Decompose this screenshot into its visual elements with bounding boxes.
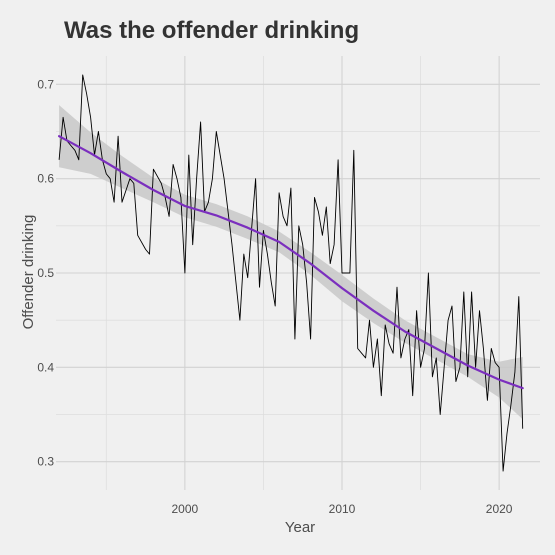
chart-title: Was the offender drinking bbox=[64, 17, 359, 44]
confidence-band-layer bbox=[59, 105, 523, 420]
grid bbox=[56, 56, 540, 490]
x-tick-labels: 2000 2010 2020 bbox=[172, 502, 513, 516]
y-tick-label: 0.3 bbox=[37, 455, 54, 469]
data-line-layer bbox=[58, 74, 524, 472]
confidence-band bbox=[59, 105, 523, 420]
x-axis-title: Year bbox=[285, 519, 315, 536]
trend-line-layer bbox=[57, 135, 524, 390]
y-tick-label: 0.6 bbox=[37, 172, 54, 186]
y-tick-label: 0.5 bbox=[37, 266, 54, 280]
x-tick-label: 2000 bbox=[172, 502, 199, 516]
x-tick-label: 2020 bbox=[486, 502, 513, 516]
x-tick-label: 2010 bbox=[329, 502, 356, 516]
y-tick-labels: 0.3 0.4 0.5 0.6 0.7 bbox=[37, 77, 54, 468]
smoothed-trend-line bbox=[57, 135, 524, 390]
y-axis-title: Offender drinking bbox=[20, 215, 37, 330]
offender-drinking-line bbox=[58, 74, 524, 472]
y-tick-label: 0.4 bbox=[37, 360, 54, 374]
y-tick-label: 0.7 bbox=[37, 77, 54, 91]
